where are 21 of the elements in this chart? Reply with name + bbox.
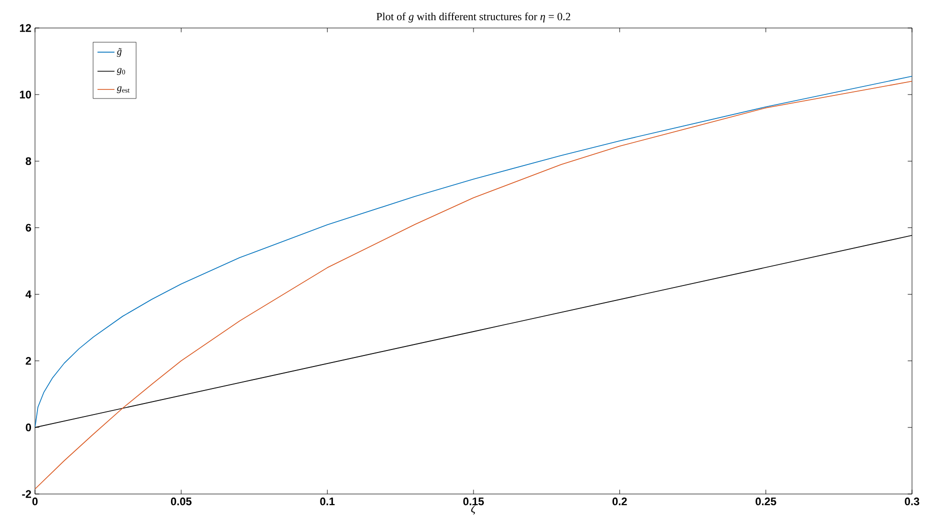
x-tick-label: 0.15 xyxy=(463,498,484,506)
x-tick-label: 0 xyxy=(32,498,38,506)
y-tick-label: 8 xyxy=(26,157,32,166)
y-tick-label: 4 xyxy=(26,290,32,298)
x-tick-label: 0.2 xyxy=(612,498,627,506)
legend-label: g$_{0}$ xyxy=(116,68,126,75)
legend-label: g̃ xyxy=(116,48,122,57)
x-tick-label: 0.05 xyxy=(170,498,192,506)
y-tick-label: 12 xyxy=(20,24,32,32)
y-tick-label: -2 xyxy=(22,490,32,498)
x-tick-label: 0.3 xyxy=(904,498,920,506)
chart-title: Plot of g with different structures for η = 0.2 xyxy=(376,12,570,23)
x-tick-label: 0.1 xyxy=(320,498,335,506)
line-series xyxy=(35,80,912,490)
y-tick-label: 10 xyxy=(20,90,32,98)
line-series xyxy=(35,76,912,428)
y-tick-label: 6 xyxy=(26,224,32,232)
y-tick-label: 0 xyxy=(26,424,32,432)
legend-label: g$_{est}$ xyxy=(116,86,130,94)
x-tick-label: 0.25 xyxy=(756,498,776,506)
y-tick-label: 2 xyxy=(26,357,32,365)
